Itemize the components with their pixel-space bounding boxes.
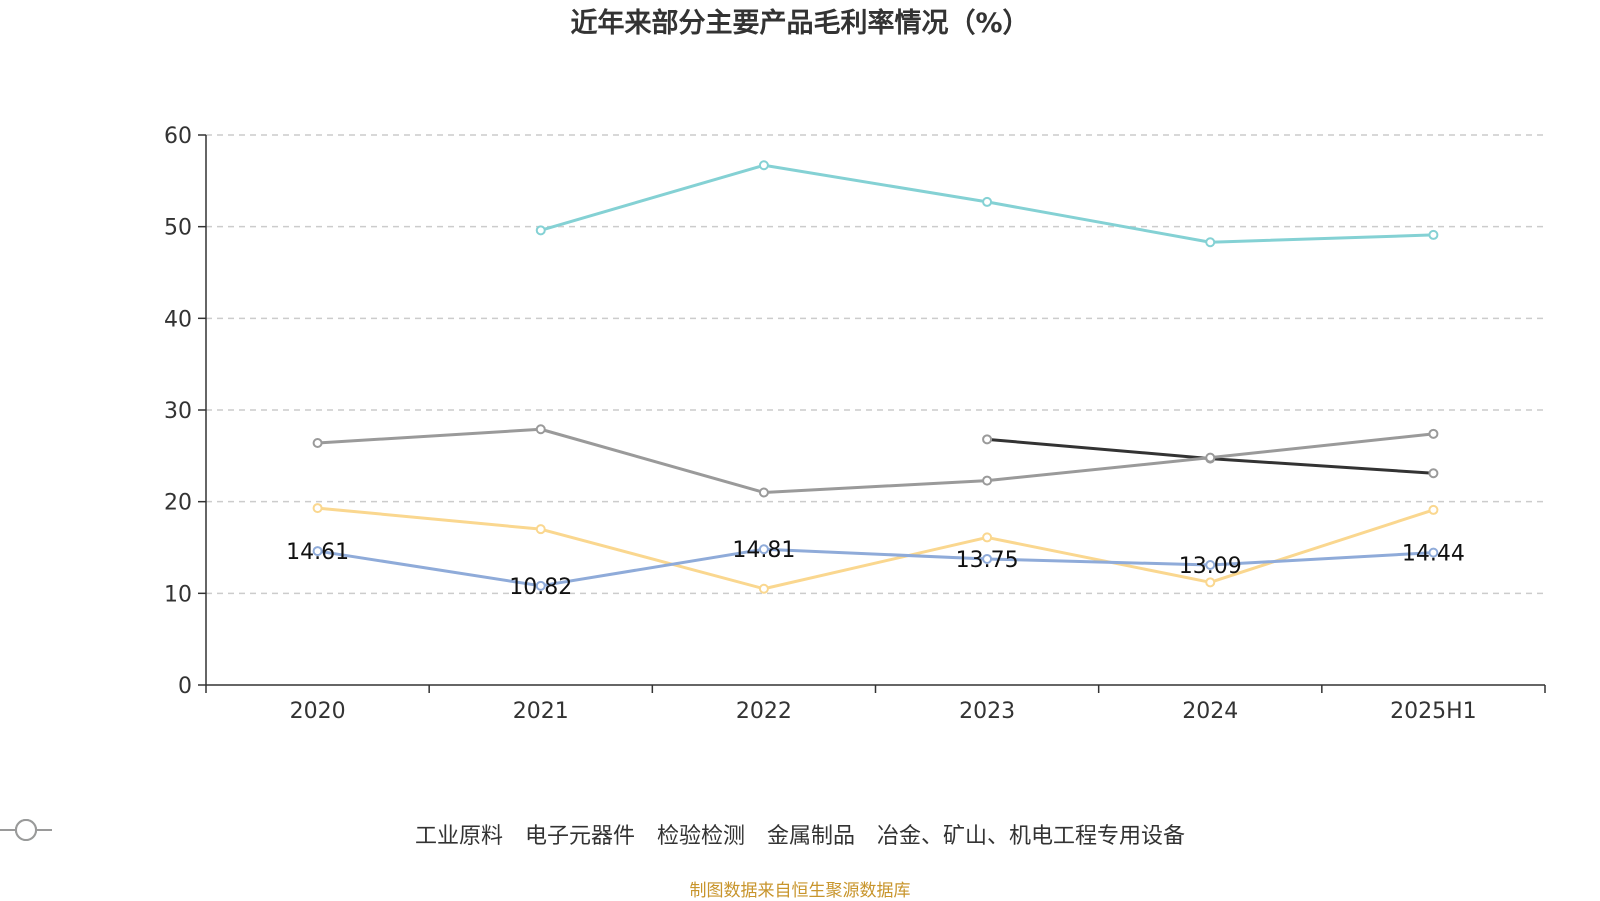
legend-item[interactable]: 检验检测 [0,818,745,850]
chart-title: 近年来部分主要产品毛利率情况（%） [570,8,1030,39]
y-tick-label: 10 [164,582,192,607]
y-tick-label: 60 [164,124,192,149]
legend-label: 检验检测 [656,824,745,849]
data-label: 13.09 [1179,554,1242,579]
data-point [1428,428,1439,439]
data-point [1205,237,1216,248]
data-label: 14.61 [286,540,349,565]
data-point [982,532,993,543]
legend-item[interactable]: 电子元器件 [0,818,635,850]
data-point [758,583,769,594]
data-point [1428,468,1439,479]
legend-label: 金属制品 [767,824,856,849]
data-point [312,503,323,514]
legend-item[interactable]: 金属制品 [0,818,856,850]
legend-item[interactable]: 工业原料 [0,818,503,850]
legend-label: 工业原料 [414,824,503,849]
data-point [982,475,993,486]
data-point [535,580,546,591]
data-label: 10.82 [509,575,572,600]
data-point [982,196,993,207]
series-line-3 [317,427,1434,494]
legend-swatch-icon [0,819,52,841]
series-line-1 [317,506,1434,591]
x-tick-label: 2020 [290,699,346,724]
x-tick-label: 2021 [513,699,569,724]
series-line-0 [317,547,1434,588]
y-tick-label: 40 [164,307,192,332]
data-label: 14.44 [1402,542,1465,567]
x-tick-label: 2024 [1182,699,1238,724]
data-point [535,225,546,236]
y-tick-label: 30 [164,399,192,424]
data-point [1205,560,1216,571]
data-point [758,160,769,171]
source-note: 制图数据来自恒生聚源数据库 [689,881,911,901]
data-point [1428,504,1439,515]
legend-label: 冶金、矿山、机电工程专用设备 [877,824,1186,849]
data-point [535,424,546,435]
data-point [1428,547,1439,558]
chart-legend: 工业原料 电子元器件 检验检测 金属制品 冶金、矿山、机电工程专用设备 [0,818,1600,850]
data-point [535,524,546,535]
y-tick-label: 50 [164,216,192,241]
data-point [982,553,993,564]
legend-item[interactable]: 冶金、矿山、机电工程专用设备 [0,818,1186,850]
data-point [1205,577,1216,588]
data-point [1205,452,1216,463]
y-tick-label: 20 [164,491,192,516]
data-point [758,487,769,498]
data-point [1428,229,1439,240]
data-label: 14.81 [732,538,795,563]
data-point [312,546,323,557]
x-tick-label: 2025H1 [1390,699,1477,724]
x-tick-label: 2023 [959,699,1015,724]
data-point [312,438,323,448]
legend-label: 电子元器件 [524,824,635,849]
data-point [982,434,993,445]
y-tick-label: 0 [178,674,192,699]
data-label: 13.75 [956,548,1019,573]
x-tick-label: 2022 [736,699,792,724]
data-point [758,544,769,555]
